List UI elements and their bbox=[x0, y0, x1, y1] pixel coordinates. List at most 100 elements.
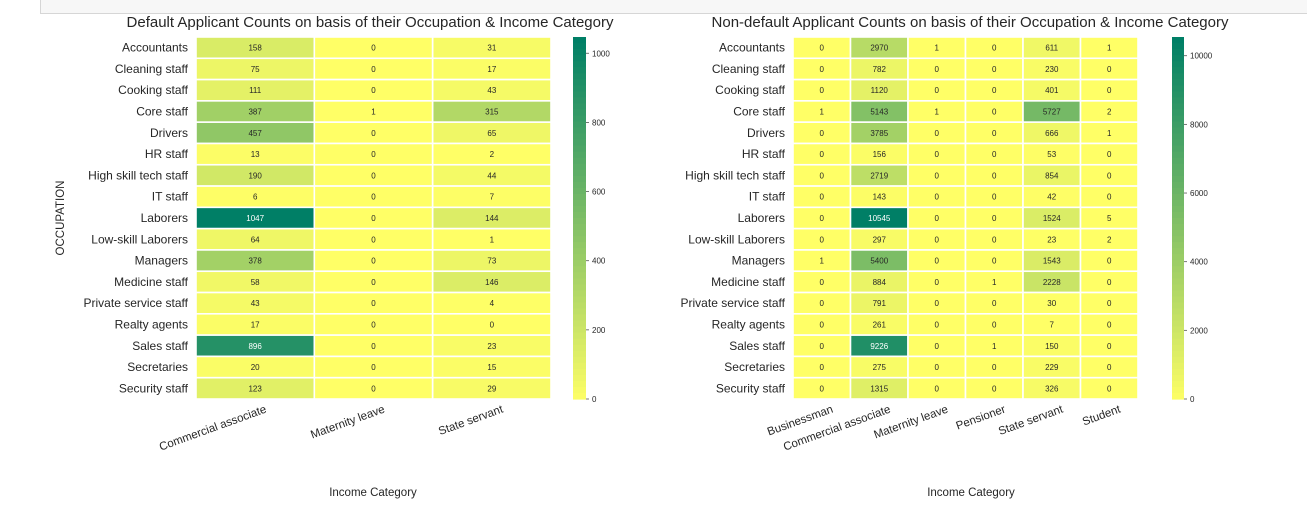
cell-value-label: 9226 bbox=[870, 342, 888, 351]
cell-value-label: 2 bbox=[1107, 108, 1112, 117]
cell-value-label: 17 bbox=[251, 320, 260, 329]
colorbar-segment bbox=[573, 344, 586, 352]
colorbar-segment bbox=[1172, 85, 1184, 92]
y-tick-label: Drivers bbox=[150, 126, 188, 140]
colorbar-segment bbox=[573, 386, 586, 394]
colorbar-segment bbox=[1172, 266, 1184, 273]
colorbar-segment bbox=[1172, 242, 1184, 249]
colorbar-segment bbox=[573, 115, 586, 123]
colorbar-segment bbox=[1172, 181, 1184, 189]
y-tick-label: Secretaries bbox=[724, 360, 785, 374]
cell-value-label: 0 bbox=[935, 129, 940, 138]
colorbar-segment bbox=[573, 356, 586, 364]
cell-value-label: 782 bbox=[873, 65, 887, 74]
cell-value-label: 0 bbox=[820, 86, 825, 95]
cell-value-label: 0 bbox=[992, 257, 997, 266]
cell-value-label: 326 bbox=[1045, 384, 1059, 393]
cell-value-label: 457 bbox=[248, 129, 262, 138]
colorbar-segment bbox=[1172, 205, 1184, 213]
cell-value-label: 1 bbox=[935, 108, 940, 117]
cell-value-label: 896 bbox=[248, 342, 262, 351]
cell-value-label: 275 bbox=[873, 363, 887, 372]
y-tick-label: Medicine staff bbox=[114, 275, 188, 289]
heatmap-cell bbox=[1079, 376, 1139, 400]
cell-value-label: 0 bbox=[820, 171, 825, 180]
colorbar-segment bbox=[573, 151, 586, 159]
colorbar-segment bbox=[573, 320, 586, 328]
x-axis-label: Income Category bbox=[927, 487, 1015, 499]
cell-value-label: 143 bbox=[873, 193, 887, 202]
cell-value-label: 0 bbox=[1107, 193, 1112, 202]
chart-title-2: Non-default Applicant Counts on basis of… bbox=[712, 14, 1229, 31]
colorbar-segment bbox=[1172, 49, 1184, 56]
cell-value-label: 64 bbox=[251, 235, 260, 244]
cell-value-label: 378 bbox=[248, 257, 262, 266]
y-tick-label: Drivers bbox=[747, 126, 785, 140]
colorbar-segment bbox=[573, 380, 586, 388]
cell-value-label: 0 bbox=[820, 65, 825, 74]
colorbar-segment bbox=[573, 308, 586, 316]
colorbar-tick-label: 10000 bbox=[1190, 52, 1213, 61]
heatmap-cell bbox=[431, 376, 552, 400]
cell-value-label: 190 bbox=[248, 171, 262, 180]
colorbar-segment bbox=[1172, 236, 1184, 243]
colorbar-segment bbox=[1172, 115, 1184, 123]
colorbar-segment bbox=[1172, 224, 1184, 231]
colorbar-segment bbox=[573, 103, 586, 110]
cell-value-label: 229 bbox=[1045, 363, 1059, 372]
y-tick-label: Sales staff bbox=[729, 339, 785, 353]
colorbar-segment bbox=[1172, 326, 1184, 334]
cell-value-label: 0 bbox=[935, 65, 940, 74]
y-tick-label: IT staff bbox=[749, 190, 786, 204]
colorbar-segment bbox=[1172, 97, 1184, 104]
cell-value-label: 44 bbox=[487, 171, 496, 180]
cell-value-label: 0 bbox=[1107, 320, 1112, 329]
colorbar-segment bbox=[573, 218, 586, 225]
y-tick-label: Low-skill Laborers bbox=[688, 232, 785, 246]
y-tick-label: HR staff bbox=[742, 147, 786, 161]
cell-value-label: 0 bbox=[935, 384, 940, 393]
y-tick-label: Managers bbox=[732, 254, 785, 268]
colorbar-segment bbox=[1172, 73, 1184, 80]
cell-value-label: 0 bbox=[371, 150, 376, 159]
x-tick-label: Maternity leave bbox=[309, 404, 386, 442]
colorbar-segment bbox=[573, 97, 586, 104]
colorbar-segment bbox=[1172, 272, 1184, 279]
colorbar-segment bbox=[573, 278, 586, 285]
cell-value-label: 0 bbox=[820, 299, 825, 308]
colorbar-segment bbox=[1172, 151, 1184, 159]
cell-value-label: 1 bbox=[992, 342, 997, 351]
cell-value-label: 1 bbox=[992, 278, 997, 287]
colorbar-segment bbox=[573, 43, 586, 50]
cell-value-label: 0 bbox=[820, 44, 825, 53]
colorbar-segment bbox=[1172, 43, 1184, 50]
y-tick-label: HR staff bbox=[145, 147, 189, 161]
cell-value-label: 0 bbox=[935, 363, 940, 372]
colorbar-segment bbox=[1172, 145, 1184, 153]
cell-value-label: 123 bbox=[248, 384, 262, 393]
cell-value-label: 261 bbox=[873, 320, 887, 329]
cell-value-label: 611 bbox=[1045, 44, 1058, 53]
cell-value-label: 7 bbox=[490, 193, 495, 202]
cell-value-label: 23 bbox=[1047, 235, 1056, 244]
cell-value-label: 0 bbox=[1107, 299, 1112, 308]
colorbar-segment bbox=[1172, 230, 1184, 237]
colorbar-segment bbox=[573, 224, 586, 231]
colorbar-segment bbox=[573, 374, 586, 382]
cell-value-label: 791 bbox=[873, 299, 887, 308]
colorbar-segment bbox=[1172, 308, 1184, 316]
y-tick-label: Cleaning staff bbox=[115, 62, 189, 76]
colorbar-segment bbox=[573, 290, 586, 298]
colorbar-segment bbox=[573, 326, 586, 334]
cell-value-label: 0 bbox=[992, 129, 997, 138]
y-tick-label: Accountants bbox=[122, 41, 188, 55]
cell-value-label: 0 bbox=[371, 363, 376, 372]
cell-value-label: 297 bbox=[873, 235, 887, 244]
y-tick-label: High skill tech staff bbox=[88, 168, 188, 182]
colorbar-tick-label: 0 bbox=[1190, 395, 1195, 404]
y-tick-label: Laborers bbox=[738, 211, 785, 225]
y-tick-label: Realty agents bbox=[712, 317, 785, 331]
cell-value-label: 0 bbox=[371, 86, 376, 95]
cell-value-label: 43 bbox=[251, 299, 260, 308]
